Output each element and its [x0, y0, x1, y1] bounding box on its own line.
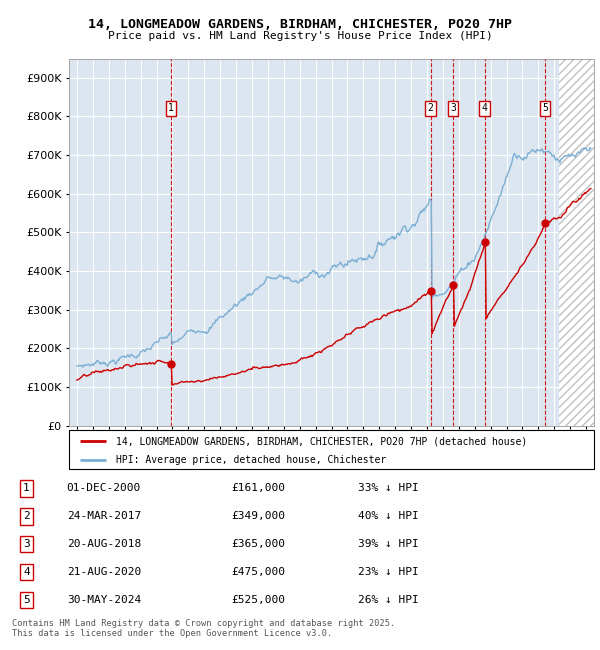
Text: 3: 3 — [23, 540, 30, 549]
Text: 01-DEC-2000: 01-DEC-2000 — [67, 484, 141, 493]
Text: 5: 5 — [23, 595, 30, 605]
Text: 39% ↓ HPI: 39% ↓ HPI — [358, 540, 418, 549]
FancyBboxPatch shape — [69, 430, 594, 469]
Text: 26% ↓ HPI: 26% ↓ HPI — [358, 595, 418, 605]
Text: 21-AUG-2020: 21-AUG-2020 — [67, 567, 141, 577]
Text: 2: 2 — [23, 512, 30, 521]
Text: 3: 3 — [450, 103, 456, 113]
Text: 23% ↓ HPI: 23% ↓ HPI — [358, 567, 418, 577]
Text: 33% ↓ HPI: 33% ↓ HPI — [358, 484, 418, 493]
Text: Contains HM Land Registry data © Crown copyright and database right 2025.
This d: Contains HM Land Registry data © Crown c… — [12, 619, 395, 638]
Text: 40% ↓ HPI: 40% ↓ HPI — [358, 512, 418, 521]
Text: £349,000: £349,000 — [231, 512, 285, 521]
Text: 1: 1 — [168, 103, 174, 113]
Text: 20-AUG-2018: 20-AUG-2018 — [67, 540, 141, 549]
Text: 5: 5 — [542, 103, 548, 113]
Text: £475,000: £475,000 — [231, 567, 285, 577]
Text: 2: 2 — [428, 103, 434, 113]
Text: Price paid vs. HM Land Registry's House Price Index (HPI): Price paid vs. HM Land Registry's House … — [107, 31, 493, 41]
Text: 14, LONGMEADOW GARDENS, BIRDHAM, CHICHESTER, PO20 7HP (detached house): 14, LONGMEADOW GARDENS, BIRDHAM, CHICHES… — [116, 436, 527, 446]
Text: 4: 4 — [482, 103, 488, 113]
Text: £161,000: £161,000 — [231, 484, 285, 493]
Text: £365,000: £365,000 — [231, 540, 285, 549]
Text: 14, LONGMEADOW GARDENS, BIRDHAM, CHICHESTER, PO20 7HP: 14, LONGMEADOW GARDENS, BIRDHAM, CHICHES… — [88, 18, 512, 31]
Text: 1: 1 — [23, 484, 30, 493]
Text: 24-MAR-2017: 24-MAR-2017 — [67, 512, 141, 521]
Text: HPI: Average price, detached house, Chichester: HPI: Average price, detached house, Chic… — [116, 454, 386, 465]
Text: 4: 4 — [23, 567, 30, 577]
Text: £525,000: £525,000 — [231, 595, 285, 605]
Text: 30-MAY-2024: 30-MAY-2024 — [67, 595, 141, 605]
